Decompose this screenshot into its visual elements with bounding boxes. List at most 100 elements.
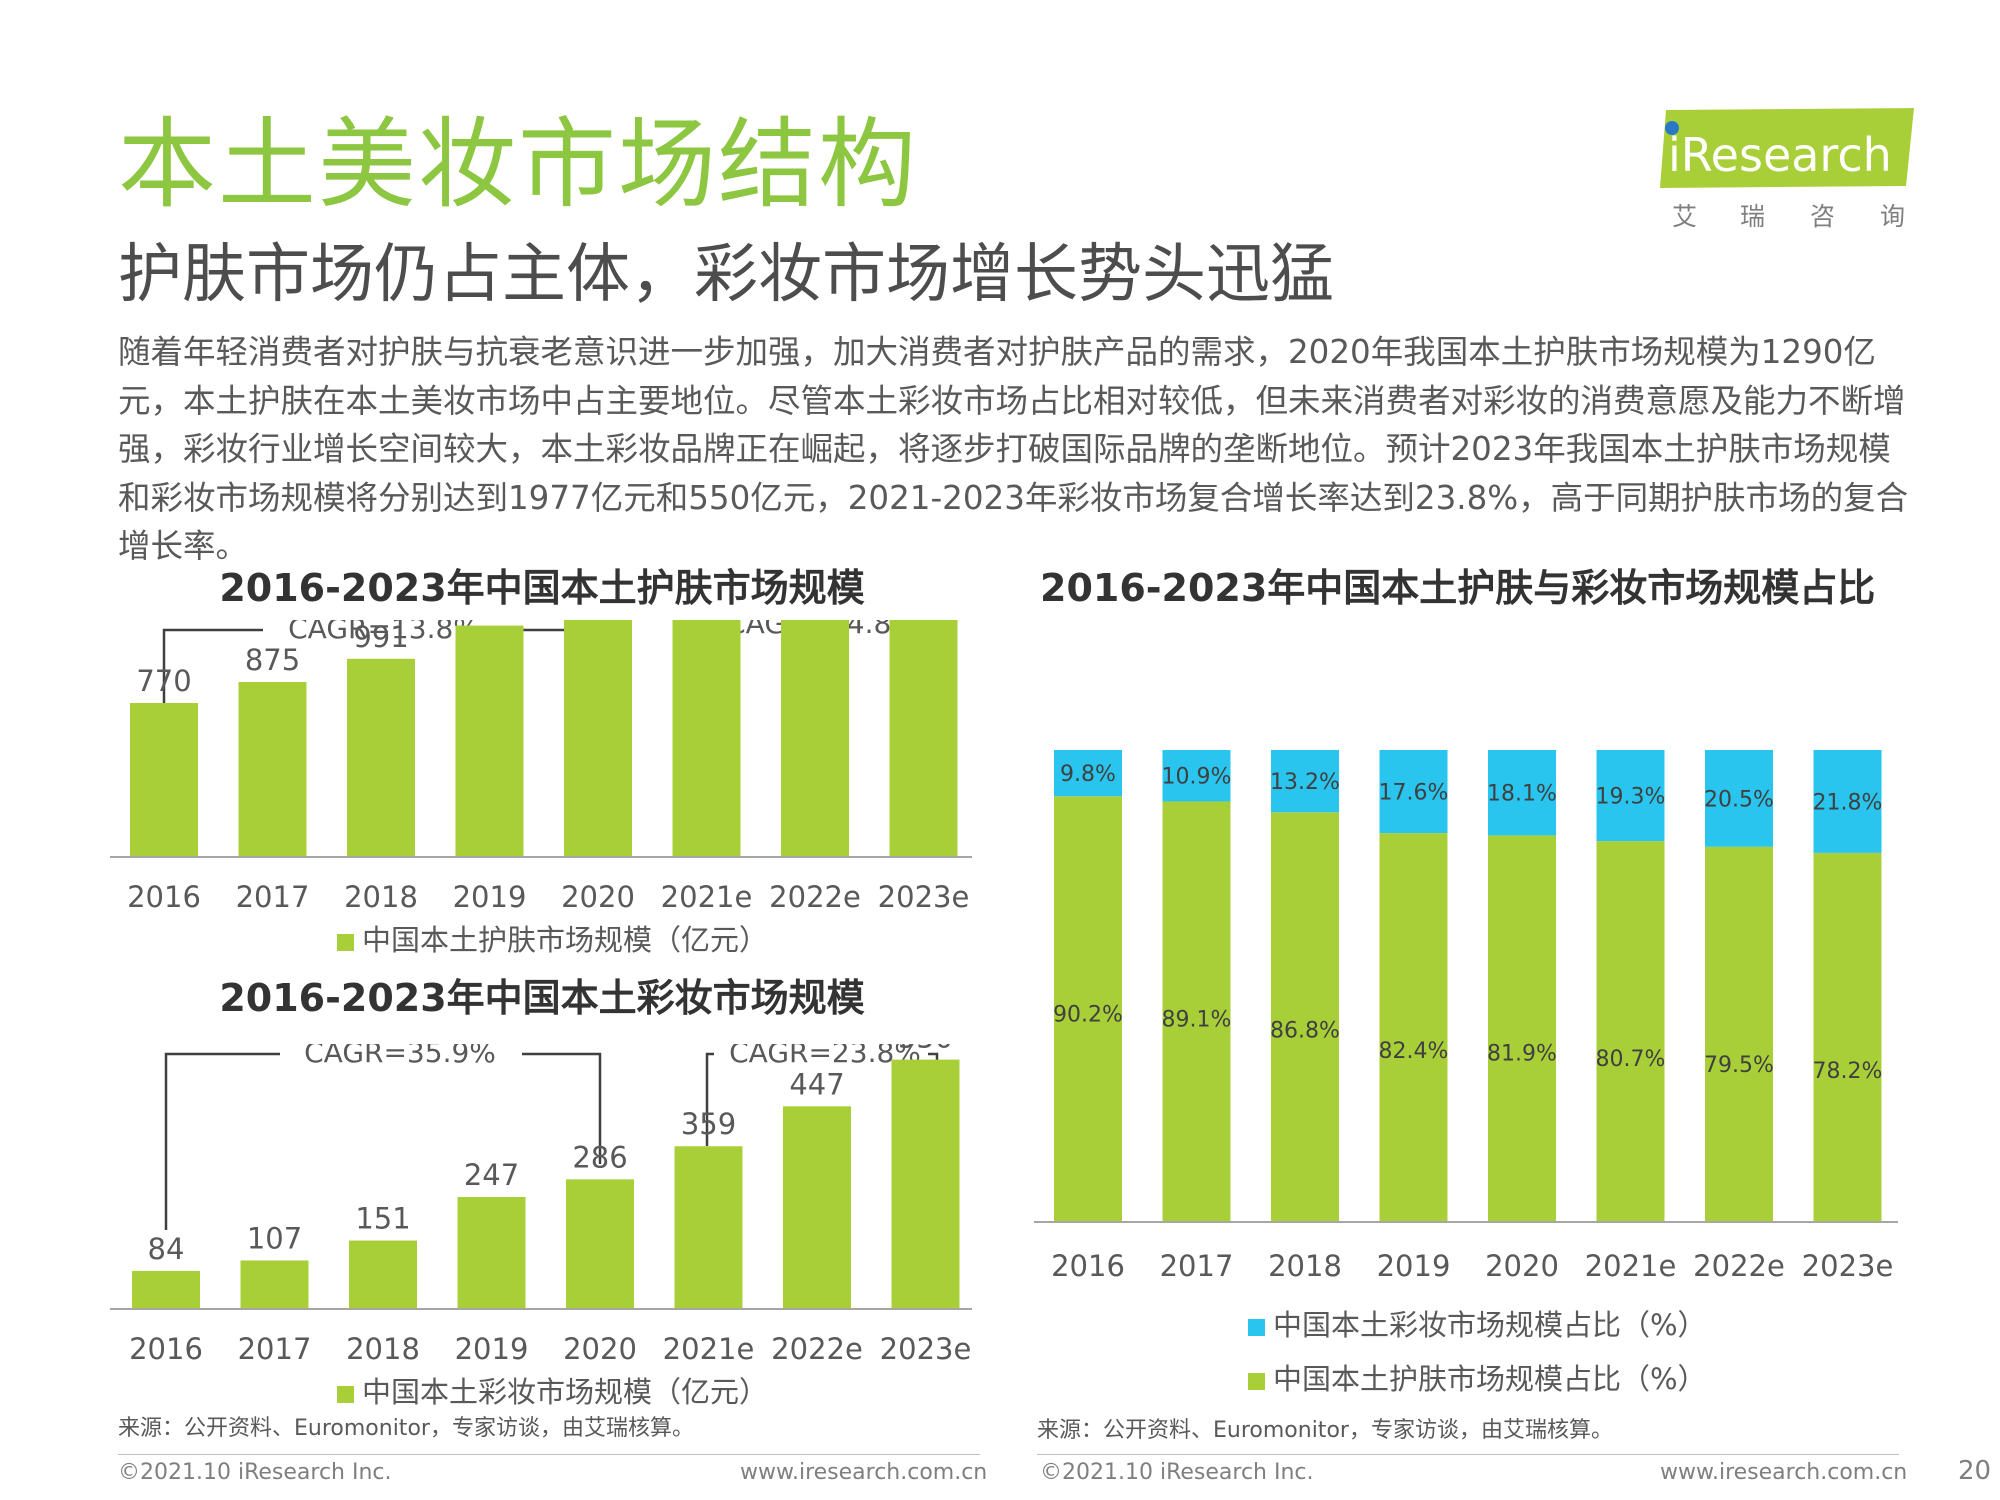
data-label-2017: 107 xyxy=(247,1221,302,1255)
x-tick-2022e: 2022e xyxy=(769,880,861,914)
logo-graphic: iResearch 艾 瑞 咨 询 xyxy=(1660,108,1914,231)
body-paragraph: 随着年轻消费者对护肤与抗衰老意识进一步加强，加大消费者对护肤产品的需求，2020… xyxy=(118,333,1909,565)
makeup-chart-title: 2016-2023年中国本土彩妆市场规模 xyxy=(219,976,865,1020)
page-title: 本土美妆市场结构 xyxy=(118,108,919,222)
cagr-label-1: CAGR=13.8% xyxy=(288,620,480,645)
bar-2022e xyxy=(783,1106,851,1309)
skincare-share-label-2020: 81.9% xyxy=(1487,1041,1557,1066)
skincare-share-label-2017: 89.1% xyxy=(1162,1007,1232,1032)
share-chart-title: 2016-2023年中国本土护肤与彩妆市场规模占比 xyxy=(1040,566,1876,610)
skincare-share-bar-2019 xyxy=(1379,833,1448,1222)
makeup-share-bar-2020 xyxy=(1488,750,1556,836)
data-label-2019: 1157 xyxy=(453,620,527,621)
footer-url-left: www.iresearch.com.cn xyxy=(740,1460,988,1485)
skincare-chart-title: 2016-2023年中国本土护肤市场规模 xyxy=(219,566,865,610)
makeup-share-label-2018: 13.2% xyxy=(1270,770,1340,795)
bar-2018 xyxy=(349,1240,417,1309)
source-note-right: 来源：公开资料、Euromonitor，专家访谈，由艾瑞核算。 xyxy=(1037,1418,1613,1443)
share-legend-makeup: 中国本土彩妆市场规模占比（%） xyxy=(1248,1302,1707,1344)
x-tick-2020: 2020 xyxy=(561,880,635,914)
bar-2020 xyxy=(566,1179,634,1309)
legend-swatch-green xyxy=(337,933,354,951)
x-tick-2021e: 2021e xyxy=(1585,1249,1677,1283)
x-tick-2016: 2016 xyxy=(129,1332,203,1364)
logo-green-banner xyxy=(1660,108,1914,188)
cagr-label-2: CAGR=23.8% xyxy=(729,1044,921,1069)
x-tick-2020: 2020 xyxy=(563,1332,637,1364)
makeup-cagr-brackets: CAGR=35.9% CAGR=23.8% xyxy=(164,1044,939,1230)
bar-2019 xyxy=(455,625,524,857)
bar-2016 xyxy=(132,1270,200,1309)
logo-cn-char-3: 咨 xyxy=(1810,202,1835,231)
data-label-2018: 151 xyxy=(355,1202,410,1236)
skincare-share-bar-2018 xyxy=(1271,812,1339,1222)
share-legend-skincare: 中国本土护肤市场规模占比（%） xyxy=(1248,1356,1707,1398)
skincare-share-bar-2017 xyxy=(1162,801,1231,1222)
makeup-share-bar-2023e xyxy=(1813,750,1882,853)
makeup-share-bar-2019 xyxy=(1379,750,1448,834)
cagr-label-1: CAGR=35.9% xyxy=(304,1044,496,1069)
page-subtitle: 护肤市场仍占主体，彩妆市场增长势头迅猛 xyxy=(118,238,1334,312)
x-tick-2019: 2019 xyxy=(453,880,527,914)
skincare-share-bar-2020 xyxy=(1488,835,1556,1222)
skincare-share-bar-2023e xyxy=(1813,852,1882,1222)
bar-2021e xyxy=(672,620,741,857)
footer-copyright-left: ©2021.10 iResearch Inc. xyxy=(118,1460,392,1485)
makeup-share-label-2021e: 19.3% xyxy=(1596,785,1666,810)
bar-2023e xyxy=(889,620,958,857)
data-label-2016: 770 xyxy=(136,664,191,698)
data-label-2017: 875 xyxy=(245,643,300,677)
x-tick-2022e: 2022e xyxy=(1693,1249,1785,1283)
makeup-share-label-2017: 10.9% xyxy=(1162,765,1232,790)
x-tick-2023e: 2023e xyxy=(878,880,970,914)
data-label-2021e: 359 xyxy=(681,1107,736,1141)
logo-cn-char-4: 询 xyxy=(1880,202,1905,231)
x-tick-2016: 2016 xyxy=(1051,1249,1125,1283)
x-tick-2021e: 2021e xyxy=(663,1332,755,1364)
bar-2018 xyxy=(347,658,415,857)
bar-2019 xyxy=(457,1197,526,1309)
bar-2021e xyxy=(674,1146,743,1309)
logo-cn-char-1: 艾 xyxy=(1672,202,1697,231)
bar-2017 xyxy=(240,1260,309,1309)
makeup-share-label-2016: 9.8% xyxy=(1060,762,1116,787)
footer-divider-left xyxy=(118,1454,980,1455)
legend-label: 中国本土彩妆市场规模（亿元） xyxy=(362,1375,769,1409)
footer-url-right: www.iresearch.com.cn xyxy=(1660,1460,1908,1485)
x-tick-2022e: 2022e xyxy=(771,1332,863,1364)
x-tick-2020: 2020 xyxy=(1485,1249,1559,1283)
makeup-share-bar-2016 xyxy=(1054,750,1122,797)
skincare-share-label-2022e: 79.5% xyxy=(1704,1053,1774,1078)
skincare-share-bar-2021e xyxy=(1596,841,1665,1222)
makeup-share-label-2023e: 21.8% xyxy=(1813,790,1883,815)
makeup-share-bar-2022e xyxy=(1705,750,1773,847)
x-tick-2019: 2019 xyxy=(455,1332,529,1364)
legend-swatch-green xyxy=(1248,1372,1265,1390)
x-tick-2021e: 2021e xyxy=(661,880,753,914)
makeup-market-chart: CAGR=35.9% CAGR=23.8% 84 2016 107 2017 151 20… xyxy=(110,1044,972,1364)
makeup-share-label-2020: 18.1% xyxy=(1487,782,1557,807)
skincare-share-bar-2022e xyxy=(1705,846,1773,1222)
cagr-bracket-right-1 xyxy=(522,1052,602,1164)
data-label-2023e: 550 xyxy=(898,1044,953,1055)
legend-swatch-blue xyxy=(1248,1318,1265,1336)
footer-copyright-right: ©2021.10 iResearch Inc. xyxy=(1040,1460,1314,1485)
bar-2020 xyxy=(564,620,632,857)
x-tick-2017: 2017 xyxy=(236,880,310,914)
data-label-2016: 84 xyxy=(148,1232,185,1266)
x-tick-2023e: 2023e xyxy=(880,1332,972,1364)
bar-2016 xyxy=(130,703,198,857)
data-label-2022e: 447 xyxy=(789,1067,844,1101)
x-tick-2017: 2017 xyxy=(238,1332,312,1364)
bar-2022e xyxy=(781,620,849,857)
source-note-left: 来源：公开资料、Euromonitor，专家访谈，由艾瑞核算。 xyxy=(118,1416,694,1441)
skincare-share-label-2016: 90.2% xyxy=(1053,1002,1123,1027)
footer-divider-right xyxy=(1037,1454,1899,1455)
skincare-legend: 中国本土护肤市场规模（亿元） xyxy=(337,917,768,959)
x-tick-2016: 2016 xyxy=(127,880,201,914)
x-tick-2018: 2018 xyxy=(344,880,418,914)
share-stacked-chart: 90.2% 9.8% 2016 89.1% 10.9% 2017 86.8% 13.2% 201… xyxy=(1034,750,1898,1283)
skincare-share-label-2023e: 78.2% xyxy=(1813,1059,1883,1084)
skincare-share-bar-2016 xyxy=(1054,796,1122,1222)
data-label-2018: 991 xyxy=(353,620,408,654)
